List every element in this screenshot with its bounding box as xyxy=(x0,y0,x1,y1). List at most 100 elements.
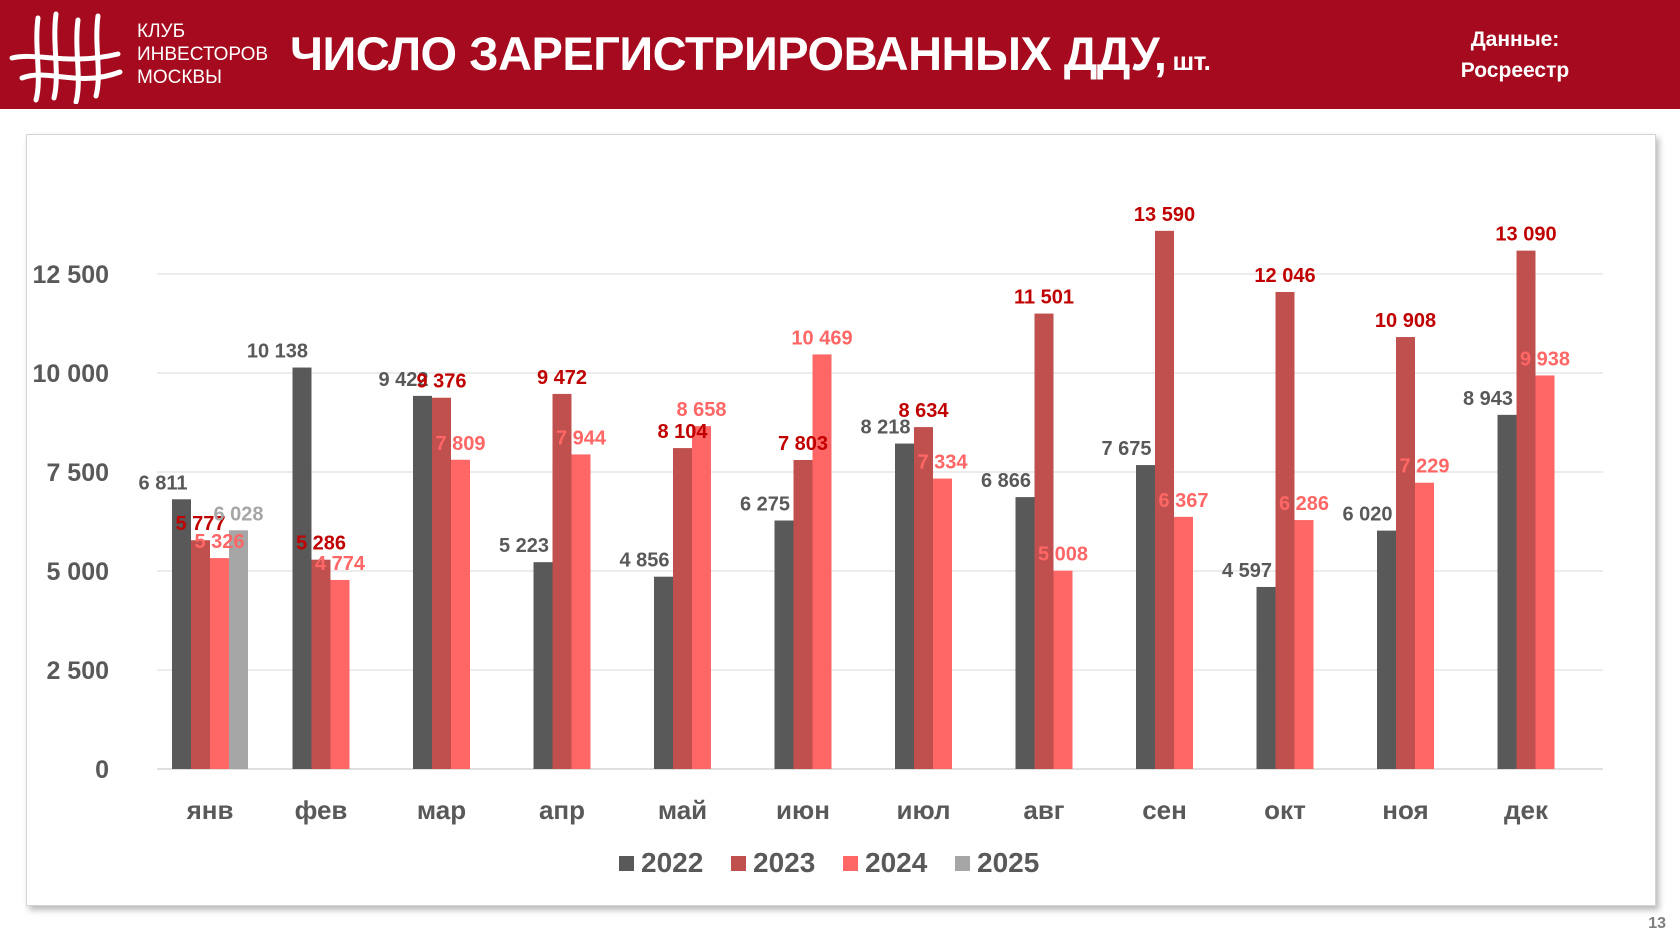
legend-label: 2024 xyxy=(865,847,928,878)
data-label: 12 046 xyxy=(1254,265,1315,287)
data-label: 8 218 xyxy=(860,417,910,439)
data-label: 7 944 xyxy=(556,427,607,449)
bar xyxy=(1174,516,1193,769)
data-label: 11 501 xyxy=(1014,287,1074,309)
page-title-text: ЧИСЛО ЗАРЕГИСТРИРОВАННЫХ ДДУ, xyxy=(290,27,1167,80)
page-number: 13 xyxy=(1648,915,1666,932)
bar xyxy=(1034,313,1054,769)
data-label: 8 104 xyxy=(657,421,708,443)
data-label: 5 286 xyxy=(296,533,346,555)
bar xyxy=(812,354,832,769)
data-label: 4 597 xyxy=(1222,560,1272,582)
bar xyxy=(330,579,350,769)
data-label: 8 658 xyxy=(676,399,726,421)
logo-line: МОСКВЫ xyxy=(137,67,222,88)
bar xyxy=(774,520,794,769)
x-tick-label: окт xyxy=(1264,795,1306,825)
data-label: 4 774 xyxy=(315,553,366,575)
y-tick-label: 5 000 xyxy=(46,558,109,586)
bar xyxy=(311,559,331,769)
bar xyxy=(914,427,933,769)
data-label: 7 334 xyxy=(917,452,968,474)
y-tick-label: 2 500 xyxy=(46,657,109,685)
data-label: 6 028 xyxy=(213,503,263,525)
bar xyxy=(1053,570,1073,769)
bar xyxy=(1516,250,1536,770)
x-tick-label: мар xyxy=(417,795,466,825)
x-tick-label: дек xyxy=(1504,795,1549,825)
data-label: 7 809 xyxy=(435,433,485,455)
bar xyxy=(1136,465,1155,769)
club-logo-icon xyxy=(9,11,123,104)
bar xyxy=(692,426,711,769)
data-label: 4 856 xyxy=(619,550,669,572)
y-tick-label: 12 500 xyxy=(33,261,109,289)
bar xyxy=(1415,482,1434,769)
x-tick-label: июн xyxy=(776,795,830,825)
data-label: 8 943 xyxy=(1463,388,1513,410)
source-label: Данные: xyxy=(1470,28,1560,51)
chart-panel: 0 2 500 5 000 7 500 10 000 12 500 янв фев мар апр… xyxy=(26,134,1656,906)
bar xyxy=(292,367,312,769)
bar xyxy=(229,530,248,769)
header-banner: КЛУБ ИНВЕСТОРОВ МОСКВЫ ЧИСЛО ЗАРЕГИСТРИР… xyxy=(0,0,1680,109)
logo-text: КЛУБ ИНВЕСТОРОВ МОСКВЫ xyxy=(137,20,268,89)
bar xyxy=(172,499,191,769)
bar xyxy=(1396,337,1415,769)
legend-label: 2022 xyxy=(641,847,703,878)
page-title-unit: шт. xyxy=(1172,46,1211,76)
data-label: 7 229 xyxy=(1399,456,1449,478)
data-label: 6 866 xyxy=(981,470,1031,492)
bar xyxy=(1377,530,1396,769)
data-label: 6 020 xyxy=(1342,504,1392,526)
legend-label: 2023 xyxy=(753,847,815,878)
data-label: 9 376 xyxy=(416,371,466,393)
bar xyxy=(533,562,553,769)
source-name: Росреестр xyxy=(1460,59,1570,82)
data-label: 10 469 xyxy=(791,327,852,349)
bar xyxy=(571,454,591,769)
bar xyxy=(432,397,451,769)
bar xyxy=(210,558,229,769)
y-tick-label: 10 000 xyxy=(33,360,109,388)
x-tick-label: авг xyxy=(1023,795,1064,825)
data-label: 5 008 xyxy=(1038,544,1088,566)
data-label: 5 223 xyxy=(499,535,549,557)
bar xyxy=(793,460,813,769)
bar xyxy=(673,448,692,769)
data-label: 9 938 xyxy=(1520,348,1570,370)
logo-line: ИНВЕСТОРОВ xyxy=(137,44,269,65)
legend-swatch xyxy=(619,856,634,871)
bar xyxy=(933,478,952,769)
data-source: Данные: Росреестр xyxy=(1430,24,1600,86)
x-tick-label: янв xyxy=(186,795,234,825)
x-tick-label: ноя xyxy=(1382,795,1428,825)
bar xyxy=(1535,375,1555,769)
bar xyxy=(1497,414,1517,769)
page-title: ЧИСЛО ЗАРЕГИСТРИРОВАННЫХ ДДУ, шт. xyxy=(290,26,1211,81)
bar-chart: 0 2 500 5 000 7 500 10 000 12 500 янв фев мар апр… xyxy=(33,204,1603,878)
bar xyxy=(895,443,914,769)
data-label: 5 777 xyxy=(175,513,225,535)
bar xyxy=(191,540,210,769)
data-label: 9 422 xyxy=(378,369,428,391)
data-label: 6 275 xyxy=(740,494,790,516)
bar xyxy=(413,395,432,769)
legend-swatch xyxy=(731,856,746,871)
data-label: 5 326 xyxy=(194,531,244,553)
data-label: 6 286 xyxy=(1279,493,1329,515)
bar xyxy=(654,576,673,769)
x-tick-label: май xyxy=(658,795,707,825)
data-label: 6 811 xyxy=(139,472,188,494)
bar xyxy=(1015,497,1035,769)
data-label: 9 472 xyxy=(537,367,587,389)
bar xyxy=(1275,291,1295,769)
y-tick-label: 7 500 xyxy=(46,459,109,487)
data-label: 13 090 xyxy=(1495,224,1556,246)
data-label: 7 803 xyxy=(778,433,828,455)
logo-line: КЛУБ xyxy=(137,21,186,42)
x-tick-label: июл xyxy=(896,795,950,825)
legend-swatch xyxy=(955,856,970,871)
bar xyxy=(552,393,572,769)
bar xyxy=(1155,230,1174,769)
